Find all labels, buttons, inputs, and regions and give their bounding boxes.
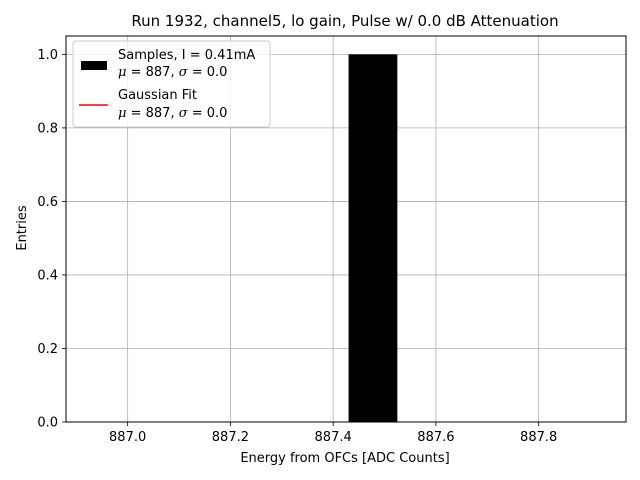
y-axis-label: Entries — [15, 205, 30, 251]
plot-area-frame — [65, 35, 627, 423]
legend-box — [72, 40, 271, 128]
legend-stats-fit: μ = 887, σ = 0.0 — [118, 106, 227, 121]
x-tick-label-2: 887.4 — [315, 430, 352, 445]
legend-label-fit: Gaussian Fit — [118, 88, 197, 103]
sigma-value: 0.0 — [207, 65, 228, 80]
x-axis-ticks: 887.0 887.2 887.4 887.6 887.8 — [109, 422, 557, 445]
legend: Samples, I = 0.41mA μ = 887, σ = 0.0 Gau… — [72, 40, 271, 128]
y-tick-label-0: 0.0 — [37, 416, 58, 431]
histogram-bars — [348, 54, 398, 422]
x-tick-label-4: 887.8 — [520, 430, 557, 445]
y-tick-label-3: 0.6 — [37, 195, 58, 210]
y-axis-ticks: 0.0 0.2 0.4 0.6 0.8 1.0 — [37, 48, 66, 431]
histogram-bar-0 — [348, 54, 398, 422]
mu-value: 887 — [146, 65, 171, 80]
grid-lines — [66, 36, 626, 423]
x-tick-label-3: 887.6 — [417, 430, 454, 445]
chart-title: Run 1932, channel5, lo gain, Pulse w/ 0.… — [131, 12, 558, 30]
sigma-symbol: σ — [179, 65, 189, 80]
x-axis-label: Energy from OFCs [ADC Counts] — [240, 451, 449, 466]
mu-value: 887 — [146, 106, 171, 121]
y-tick-label-4: 0.8 — [37, 121, 58, 136]
sigma-symbol: σ — [179, 106, 189, 121]
sigma-value: 0.0 — [207, 106, 228, 121]
y-tick-label-5: 1.0 — [37, 48, 58, 63]
legend-swatch-samples — [81, 61, 107, 70]
y-tick-label-2: 0.4 — [37, 268, 58, 283]
x-tick-label-1: 887.2 — [212, 430, 249, 445]
y-tick-label-1: 0.2 — [37, 342, 58, 357]
mu-symbol: μ — [118, 106, 126, 121]
mu-symbol: μ — [118, 65, 126, 80]
legend-label-samples: Samples, I = 0.41mA — [118, 48, 255, 63]
legend-stats-samples: μ = 887, σ = 0.0 — [118, 65, 227, 80]
x-tick-label-0: 887.0 — [109, 430, 146, 445]
